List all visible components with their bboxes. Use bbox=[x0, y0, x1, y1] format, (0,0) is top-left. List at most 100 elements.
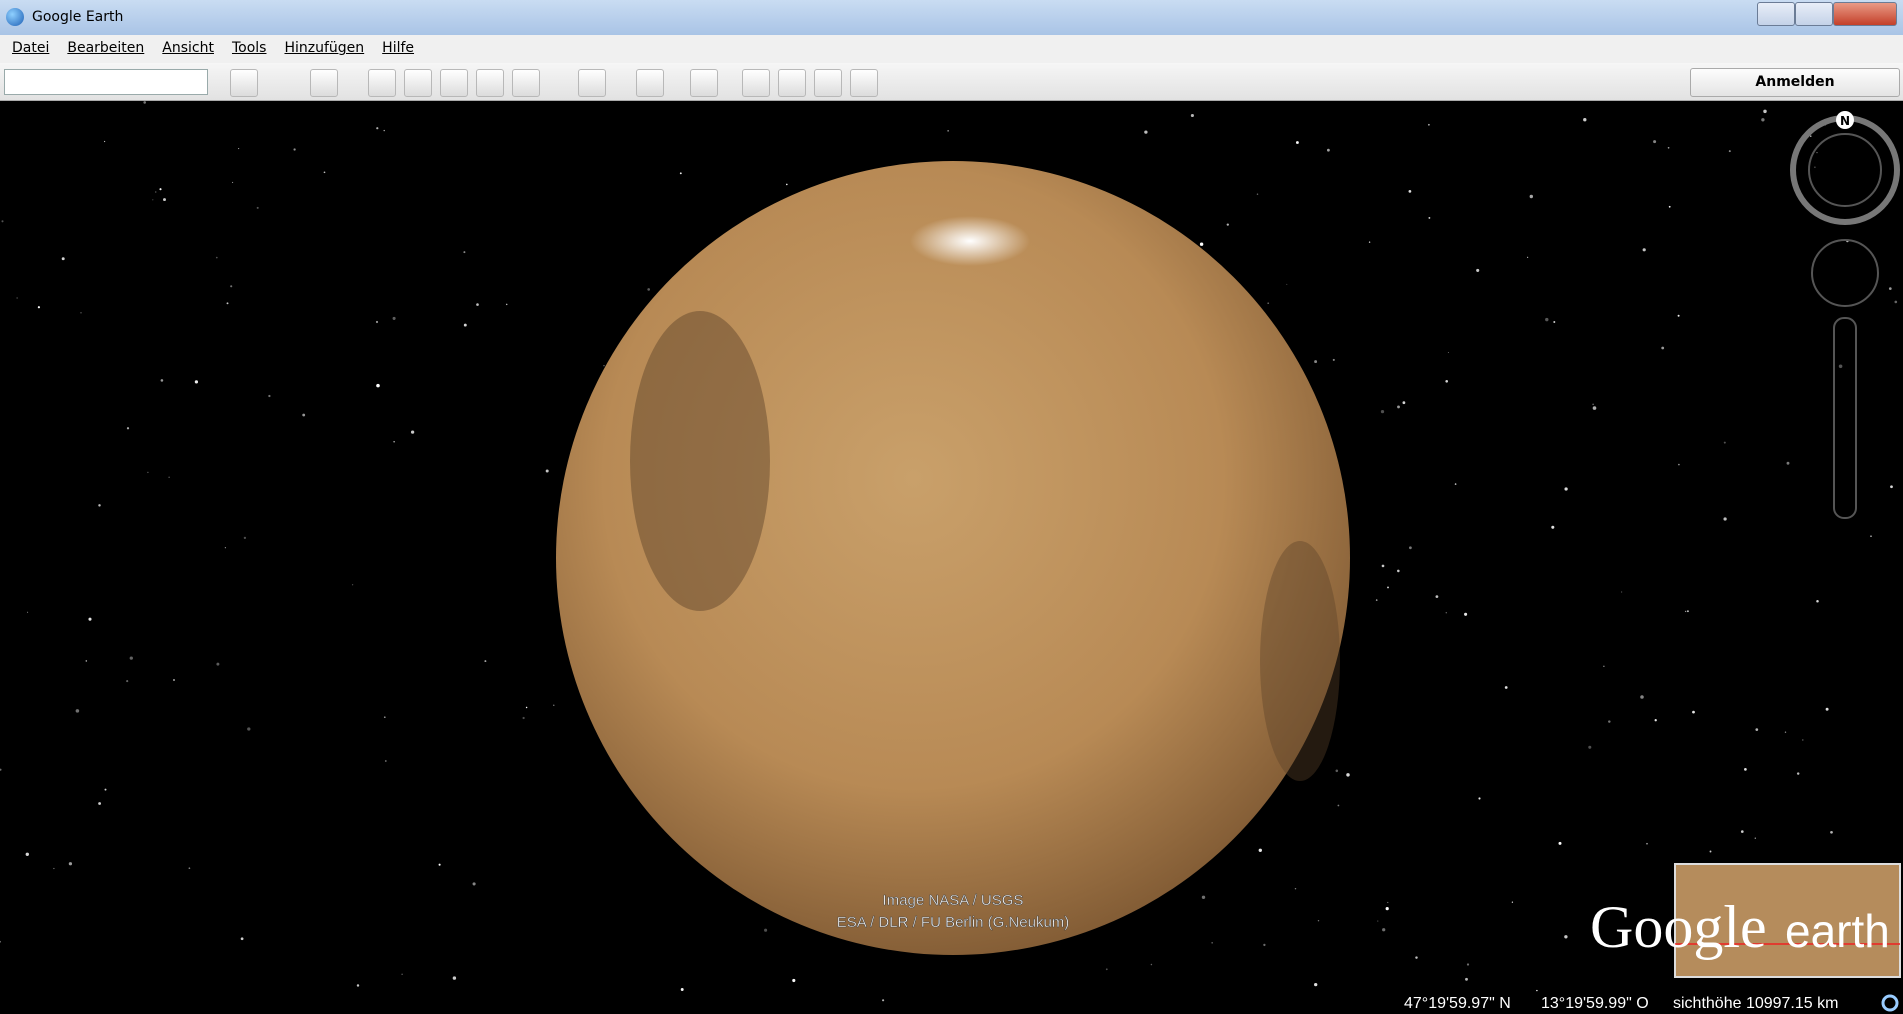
overview-map[interactable] bbox=[1674, 863, 1901, 978]
placemark-button[interactable] bbox=[368, 69, 396, 97]
star bbox=[603, 365, 605, 367]
star bbox=[553, 704, 555, 706]
email-button[interactable] bbox=[742, 69, 770, 97]
star bbox=[126, 680, 129, 683]
star bbox=[25, 852, 29, 856]
path-button[interactable] bbox=[440, 69, 468, 97]
tour-button[interactable] bbox=[512, 69, 540, 97]
zoom-slider[interactable] bbox=[1833, 317, 1857, 519]
status-latitude: 47°19'59.97" N bbox=[1404, 995, 1511, 1012]
star bbox=[155, 191, 157, 193]
close-button[interactable] bbox=[1833, 2, 1897, 26]
planets-button[interactable] bbox=[636, 69, 664, 97]
star bbox=[129, 656, 133, 660]
star bbox=[1201, 895, 1206, 899]
streaming-indicator bbox=[1881, 994, 1899, 1012]
maps-button[interactable] bbox=[814, 69, 842, 97]
star bbox=[256, 206, 259, 209]
minimize-button[interactable] bbox=[1757, 2, 1795, 26]
star bbox=[1226, 223, 1229, 226]
app-icon bbox=[6, 8, 24, 26]
print-button[interactable] bbox=[778, 69, 806, 97]
star bbox=[1190, 113, 1194, 118]
star bbox=[143, 101, 146, 104]
overlay-button[interactable] bbox=[476, 69, 504, 97]
dark-region bbox=[1260, 541, 1340, 781]
menu-item[interactable]: Tools bbox=[231, 40, 267, 56]
star bbox=[476, 303, 479, 306]
star bbox=[1346, 773, 1350, 777]
star bbox=[1256, 193, 1259, 195]
star bbox=[247, 727, 251, 731]
star bbox=[1464, 612, 1468, 616]
star bbox=[1377, 920, 1379, 922]
star bbox=[1454, 483, 1457, 485]
logo-earth: earth bbox=[1785, 905, 1890, 957]
globe-view[interactable]: Image NASA / USGS ESA / DLR / FU Berlin … bbox=[0, 101, 1903, 1014]
star bbox=[1677, 314, 1680, 317]
ruler-button[interactable] bbox=[690, 69, 718, 97]
star bbox=[147, 471, 149, 474]
star bbox=[216, 662, 220, 666]
star bbox=[1476, 268, 1480, 272]
star bbox=[1816, 152, 1818, 154]
sign-in-button[interactable]: Anmelden bbox=[1690, 68, 1900, 97]
star bbox=[1763, 109, 1767, 114]
star bbox=[0, 768, 2, 771]
star bbox=[1608, 720, 1611, 723]
star bbox=[401, 973, 403, 975]
maximize-button[interactable] bbox=[1795, 2, 1833, 26]
polygon-button[interactable] bbox=[404, 69, 432, 97]
star bbox=[75, 709, 80, 713]
star bbox=[240, 937, 244, 941]
star bbox=[1536, 989, 1538, 992]
star bbox=[1564, 487, 1568, 491]
look-joystick[interactable] bbox=[1808, 133, 1882, 207]
star bbox=[16, 297, 18, 299]
star bbox=[522, 716, 525, 720]
menu-item[interactable]: Hilfe bbox=[382, 40, 415, 56]
star bbox=[1375, 599, 1378, 601]
sunlight-button[interactable] bbox=[578, 69, 606, 97]
move-joystick[interactable] bbox=[1811, 239, 1879, 307]
menu-item[interactable]: Bearbeiten bbox=[67, 40, 145, 56]
star bbox=[27, 611, 29, 613]
star bbox=[882, 999, 885, 1002]
star bbox=[1661, 346, 1665, 350]
star bbox=[383, 716, 386, 719]
star bbox=[1654, 719, 1657, 722]
search-button[interactable] bbox=[230, 69, 258, 97]
star bbox=[679, 172, 682, 175]
star bbox=[1408, 190, 1412, 193]
star bbox=[1723, 441, 1726, 444]
menu-item[interactable]: Datei bbox=[12, 40, 50, 56]
star bbox=[376, 383, 380, 388]
star bbox=[1740, 830, 1744, 833]
image-button[interactable] bbox=[850, 69, 878, 97]
star bbox=[1894, 300, 1898, 304]
star bbox=[452, 976, 457, 980]
star bbox=[98, 802, 102, 805]
star bbox=[1838, 364, 1843, 369]
star bbox=[1317, 919, 1320, 922]
search-input[interactable] bbox=[4, 69, 208, 95]
star bbox=[1667, 146, 1670, 149]
star bbox=[232, 181, 234, 183]
star bbox=[1478, 797, 1481, 800]
star bbox=[356, 984, 360, 987]
menu-item[interactable]: Ansicht bbox=[162, 40, 214, 56]
star bbox=[376, 127, 379, 130]
star bbox=[1211, 942, 1213, 944]
star bbox=[1678, 463, 1680, 466]
star bbox=[1761, 118, 1765, 122]
sidebar-button[interactable] bbox=[310, 69, 338, 97]
polar-cap bbox=[910, 216, 1030, 266]
star bbox=[1728, 150, 1731, 153]
star bbox=[1327, 148, 1330, 152]
star bbox=[786, 183, 788, 186]
menu-item[interactable]: Hinzufügen bbox=[284, 40, 365, 56]
star bbox=[792, 978, 796, 983]
star bbox=[160, 379, 164, 382]
star bbox=[1786, 461, 1790, 465]
star bbox=[88, 617, 92, 621]
